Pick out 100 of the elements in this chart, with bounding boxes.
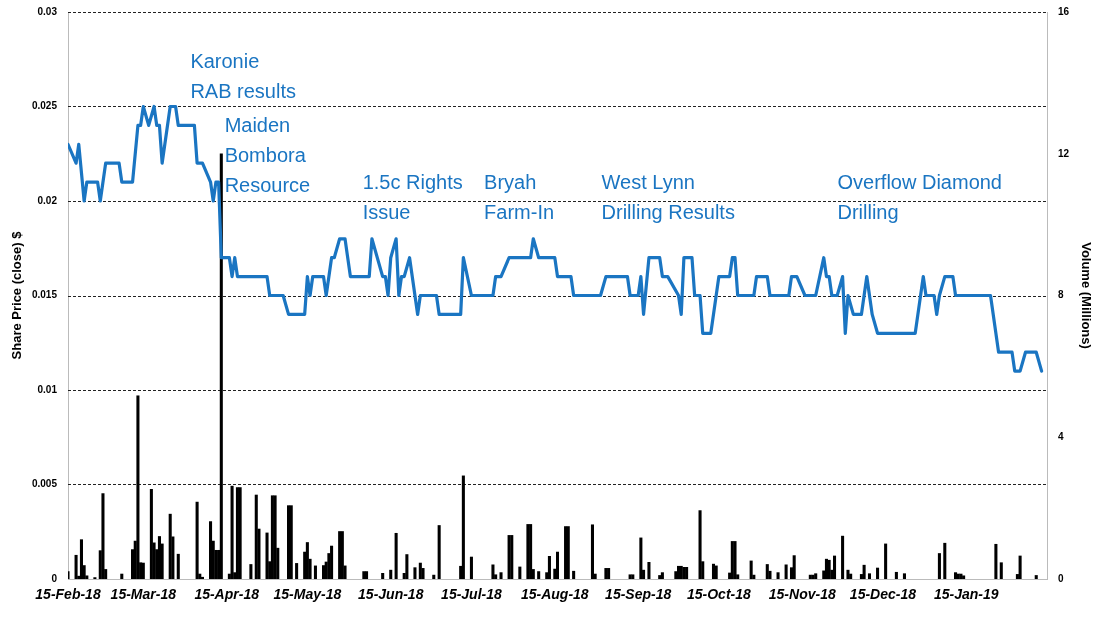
bar — [784, 564, 788, 579]
bar — [814, 573, 818, 579]
y-axis-title: Share Price (close) $ — [9, 230, 25, 360]
bar — [365, 571, 369, 579]
bar — [491, 564, 495, 579]
annotation: Overflow Diamond Drilling — [837, 171, 1003, 224]
bar — [937, 553, 941, 579]
annotation: 1.5c Rights Issue — [362, 171, 463, 224]
bar — [698, 510, 702, 579]
bar — [792, 555, 796, 579]
bar — [313, 565, 317, 579]
bar — [209, 521, 213, 579]
x-tick-label: 15-Jul-18 — [441, 586, 502, 603]
bar — [362, 571, 366, 579]
x-tick-label: 15-Oct-18 — [686, 586, 751, 603]
y2-tick-label: 12 — [1058, 147, 1070, 159]
bar — [846, 569, 850, 579]
bar — [658, 575, 662, 579]
bar — [149, 489, 153, 579]
bar — [685, 566, 689, 579]
annotation: Karonie RAB results — [190, 50, 296, 103]
y-tick-label: 0.01 — [37, 383, 58, 395]
x-tick-label: 15-Dec-18 — [849, 586, 917, 603]
y2-axis-title: Volume (Millions) — [1078, 242, 1094, 349]
x-tick-label: 15-May-18 — [273, 586, 342, 603]
y-tick-label: 0.03 — [37, 5, 58, 17]
x-tick-label: 15-Apr-18 — [194, 586, 260, 603]
bar — [862, 564, 866, 579]
bar — [200, 576, 205, 579]
bar — [841, 535, 845, 579]
bar — [943, 542, 947, 579]
annotation: West Lynn Drilling Results — [601, 171, 735, 224]
bar — [537, 571, 541, 579]
bar — [230, 485, 234, 579]
bar — [321, 565, 326, 579]
bar — [526, 524, 530, 579]
bar — [120, 573, 124, 579]
bar — [607, 568, 611, 579]
bar — [157, 536, 161, 579]
bar — [867, 573, 872, 579]
bar — [305, 542, 309, 579]
bar — [101, 493, 105, 579]
x-tick-label: 15-Mar-18 — [110, 586, 177, 603]
bar — [413, 567, 417, 579]
bar — [999, 562, 1003, 579]
bar — [136, 395, 140, 579]
annotation: Bryah Farm-In — [484, 171, 555, 224]
bar — [776, 572, 780, 579]
bar — [660, 572, 664, 579]
bar — [994, 543, 998, 579]
bar — [590, 524, 594, 579]
bar — [518, 566, 522, 579]
x-tick-label: 15-Aug-18 — [520, 586, 589, 603]
bar — [437, 525, 441, 579]
y-tick-label: 0.005 — [31, 478, 58, 490]
bar — [876, 567, 880, 579]
y-tick-label: 0.02 — [37, 194, 58, 206]
y2-tick-label: 4 — [1058, 431, 1064, 442]
bar — [432, 574, 436, 579]
bar — [176, 553, 180, 579]
x-tick-label: 15-Feb-18 — [35, 586, 101, 603]
bar — [604, 568, 608, 579]
x-tick-label: 15-Nov-18 — [768, 586, 836, 603]
bar — [195, 501, 199, 579]
bar — [555, 551, 560, 579]
bar — [330, 545, 334, 579]
bar — [469, 556, 473, 579]
bar — [714, 565, 718, 579]
bar — [79, 539, 83, 579]
bar — [884, 543, 888, 579]
bar — [295, 563, 299, 579]
y-tick-label: 0.025 — [31, 100, 58, 112]
bar — [499, 572, 503, 579]
y-tick-label: 0 — [51, 572, 58, 584]
bar — [238, 487, 242, 579]
y2-tick-label: 8 — [1058, 289, 1064, 301]
bar — [572, 570, 576, 579]
bar — [1034, 575, 1038, 579]
y-tick-label: 0.015 — [31, 289, 58, 301]
x-tick-label: 15-Sep-18 — [605, 586, 672, 603]
bar — [849, 573, 853, 579]
bar — [265, 532, 269, 579]
bar — [74, 554, 78, 579]
bar — [962, 575, 966, 579]
bar — [394, 532, 398, 579]
annotation: Maiden Bombora Resource — [224, 114, 311, 197]
bar — [405, 554, 409, 579]
bar — [902, 573, 906, 579]
x-tick-label: 15-Jan-19 — [934, 586, 999, 603]
bar — [639, 537, 643, 579]
y2-tick-label: 16 — [1058, 5, 1070, 17]
bar — [1018, 555, 1022, 579]
bar — [547, 555, 551, 579]
bar — [894, 571, 898, 579]
bar — [461, 475, 465, 579]
bar — [529, 524, 533, 579]
bar — [833, 555, 837, 579]
y2-tick-label: 0 — [1058, 572, 1064, 584]
bar — [249, 564, 253, 579]
bar — [381, 573, 385, 579]
